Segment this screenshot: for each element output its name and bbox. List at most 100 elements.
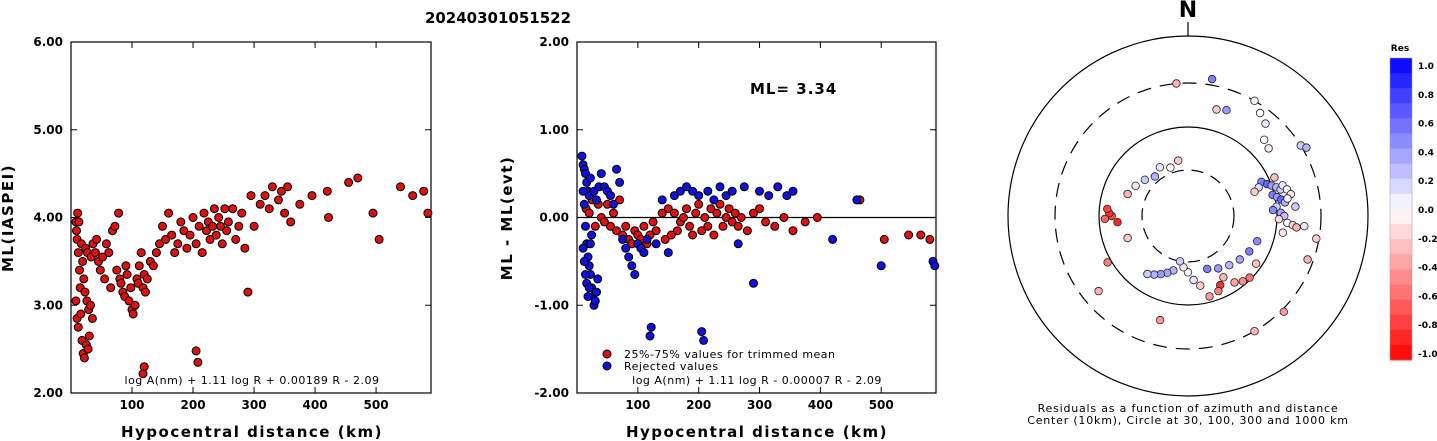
- north-label: N: [1179, 0, 1197, 23]
- colorbar-cell: [1390, 299, 1412, 316]
- trimmed-point: [730, 208, 740, 218]
- data-point: [83, 344, 93, 354]
- station-residual: [1131, 181, 1140, 190]
- data-point: [73, 208, 83, 218]
- trimmed-point: [812, 213, 822, 222]
- rejected-point: [663, 248, 673, 258]
- data-point: [353, 173, 363, 183]
- data-point: [283, 182, 293, 192]
- station-residual: [1189, 275, 1198, 285]
- data-point: [197, 248, 207, 258]
- rejected-point: [675, 186, 685, 196]
- data-point: [73, 248, 83, 258]
- data-point: [73, 322, 83, 332]
- trimmed-point: [639, 221, 649, 231]
- plot-frame-left: [70, 41, 432, 394]
- colorbar-cell: [1390, 148, 1412, 165]
- data-point: [264, 204, 274, 214]
- rejected-point: [682, 182, 691, 192]
- data-point: [234, 221, 244, 231]
- trimmed-point: [788, 226, 798, 236]
- station-residual: [1250, 327, 1259, 336]
- rejected-point: [669, 191, 679, 201]
- station-residual: [1252, 236, 1262, 246]
- data-point: [176, 217, 186, 227]
- data-point: [126, 283, 136, 293]
- trimmed-point: [879, 234, 889, 244]
- data-point: [75, 265, 84, 275]
- data-point: [151, 248, 161, 258]
- colorbar: Res 1.0 0.8 0.6 0.4 0.2 0.0 -0.2 -0.4 -0.6 -0.8 -1…: [1389, 44, 1437, 361]
- rejected-point: [651, 239, 661, 249]
- data-point: [155, 239, 164, 249]
- data-point: [280, 208, 290, 218]
- left-ytick-label: 2.00: [33, 386, 63, 400]
- station-residual: [1245, 273, 1254, 282]
- middle-xtick-label: 500: [869, 398, 894, 412]
- data-point: [140, 287, 150, 297]
- middle-xtick-label: 300: [747, 398, 772, 412]
- rejected-point: [581, 270, 590, 279]
- rejected-point: [739, 182, 749, 192]
- station-residual: [1274, 214, 1284, 224]
- data-point: [173, 239, 183, 249]
- data-point: [423, 208, 433, 218]
- colorbar-cell: [1390, 88, 1412, 104]
- data-point: [128, 309, 138, 319]
- rejected-point: [583, 292, 593, 301]
- station-residual: [1238, 277, 1247, 286]
- rejected-point: [764, 191, 774, 201]
- trimmed-point: [703, 221, 713, 231]
- data-point: [277, 186, 286, 196]
- legend-label-trimmed: 25%-75% values for trimmed mean: [624, 348, 836, 361]
- colorbar-tick-label: 0.2: [1418, 177, 1434, 187]
- data-point: [191, 346, 201, 356]
- data-point: [79, 353, 89, 363]
- station-residual: [1143, 269, 1152, 279]
- data-point: [158, 221, 167, 231]
- station-residual: [1205, 292, 1214, 301]
- data-point: [223, 217, 233, 227]
- trimmed-point: [700, 213, 710, 222]
- circle-30km: [1141, 169, 1235, 263]
- colorbar-cell: [1390, 163, 1412, 180]
- rejected-point: [585, 173, 595, 183]
- station-residual: [1155, 315, 1165, 325]
- colorbar-tick-label: 0.4: [1418, 148, 1434, 158]
- data-point: [164, 208, 174, 218]
- left-xtick-label: 200: [181, 398, 206, 412]
- data-point: [209, 204, 219, 214]
- middle-ylabel: ML - ML(evt): [498, 156, 516, 280]
- trimmed-point: [590, 221, 600, 231]
- rejected-point: [782, 191, 792, 201]
- colorbar-cell: [1390, 58, 1412, 74]
- data-point: [240, 243, 250, 253]
- data-point: [307, 191, 317, 201]
- colorbar-tick-label: 0.8: [1418, 91, 1434, 101]
- rejected-point: [609, 199, 618, 209]
- data-point: [104, 248, 114, 258]
- left-xlabel: Hypocentral distance (km): [121, 423, 383, 441]
- data-point: [231, 234, 241, 244]
- rejected-point: [852, 195, 862, 205]
- station-residual: [1259, 135, 1269, 144]
- trimmed-point: [761, 217, 771, 227]
- panel-ml-residual: 2.00 1.00 0.00 -1.00 -2.00 100 200 300 400 500 M…: [498, 35, 940, 441]
- middle-xlabel: Hypocentral distance (km): [626, 423, 888, 441]
- station-residual: [1292, 223, 1301, 232]
- colorbar-title: Res: [1391, 44, 1409, 54]
- station-residual: [1264, 144, 1273, 153]
- trimmed-point: [685, 221, 695, 231]
- panel-azimuth-residuals: N Residuals as a function of azimuth and…: [1007, 0, 1369, 427]
- middle-xtick-label: 100: [625, 398, 650, 412]
- rejected-point: [578, 243, 588, 253]
- data-point: [237, 208, 247, 218]
- data-point: [116, 278, 126, 288]
- rejected-point: [657, 195, 667, 205]
- data-point: [208, 221, 218, 231]
- data-point: [148, 261, 158, 271]
- data-point: [100, 274, 110, 284]
- left-ytick-label: 3.00: [33, 298, 63, 312]
- rejected-point: [615, 177, 625, 187]
- data-point: [211, 230, 221, 240]
